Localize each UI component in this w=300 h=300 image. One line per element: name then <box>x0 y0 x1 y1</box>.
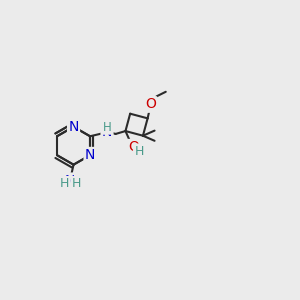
Text: H: H <box>60 177 69 190</box>
Text: N: N <box>85 148 95 162</box>
Text: H: H <box>103 121 111 134</box>
Text: O: O <box>145 98 156 112</box>
Text: N: N <box>102 125 112 139</box>
Text: N: N <box>68 120 79 134</box>
Text: O: O <box>128 140 139 154</box>
Text: N: N <box>65 174 75 188</box>
Text: H: H <box>72 177 81 190</box>
Text: H: H <box>134 145 144 158</box>
